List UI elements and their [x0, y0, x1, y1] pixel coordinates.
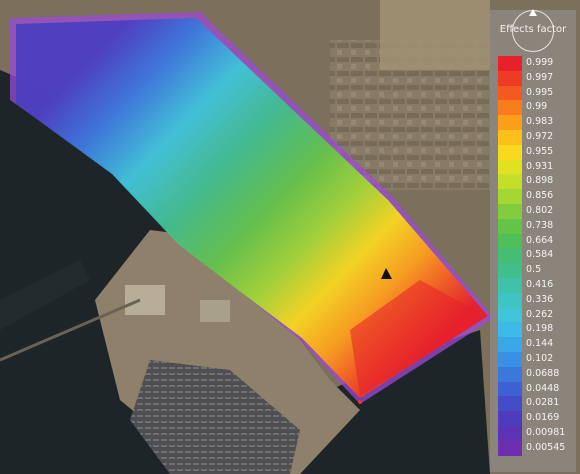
- legend-entry: 0.802: [498, 203, 574, 219]
- legend-label: 0.995: [526, 86, 554, 98]
- legend-panel: Effects factor 0.999 0.997 0.995 0.99 0.983 0…: [490, 9, 576, 472]
- emission-point[interactable]: [358, 400, 362, 404]
- pier: [0, 298, 141, 362]
- legend-entry: 0.336: [498, 292, 574, 308]
- water-channel: [0, 260, 90, 330]
- legend-label: 0.856: [526, 190, 554, 202]
- legend-entry: 0.416: [498, 277, 574, 293]
- legend-entry: 0.102: [498, 351, 574, 367]
- legend-entry: 0.997: [498, 70, 574, 86]
- industrial-block-2: [200, 300, 230, 322]
- legend-swatch: [498, 440, 522, 456]
- legend-swatch: [498, 56, 522, 71]
- legend-swatch: [498, 129, 522, 145]
- legend-swatch: [498, 70, 522, 86]
- legend-label: 0.5: [526, 264, 542, 276]
- legend-swatch: [498, 351, 522, 367]
- legend-swatch: [498, 381, 522, 397]
- legend-swatch: [498, 366, 522, 382]
- legend-swatch: [498, 174, 522, 190]
- source-triangle-icon[interactable]: [381, 268, 392, 279]
- legend-label: 0.955: [526, 145, 554, 157]
- legend-entry: 0.931: [498, 159, 574, 175]
- legend-swatch: [498, 411, 522, 426]
- legend-label: 0.00545: [526, 441, 566, 453]
- legend-entry: 0.999: [498, 56, 574, 71]
- legend-entry: 0.898: [498, 174, 574, 190]
- legend-swatch: [498, 322, 522, 338]
- legend-entry: 0.856: [498, 189, 574, 204]
- legend-entry: 0.983: [498, 115, 574, 130]
- legend-swatch: [498, 159, 522, 175]
- legend-label: 0.931: [526, 160, 554, 172]
- legend-entry: 0.664: [498, 233, 574, 249]
- legend-label: 0.584: [526, 249, 554, 261]
- legend-list: 0.999 0.997 0.995 0.99 0.983 0.972 0.955 0.931 0…: [498, 56, 574, 456]
- legend-label: 0.336: [526, 293, 554, 305]
- legend-swatch: [498, 248, 522, 264]
- desert-terrain: [380, 0, 490, 70]
- legend-entry: 0.00981: [498, 425, 574, 441]
- industrial-block: [125, 285, 165, 315]
- legend-swatch: [498, 337, 522, 352]
- legend-swatch: [498, 189, 522, 204]
- legend-label: 0.999: [526, 57, 554, 68]
- legend-label: 0.0169: [526, 412, 560, 424]
- legend-entry: 0.584: [498, 248, 574, 264]
- north-arrow-icon: [512, 9, 554, 52]
- container-yard: [130, 360, 300, 474]
- legend-swatch: [498, 277, 522, 293]
- legend-label: 0.102: [526, 352, 554, 364]
- legend-label: 0.416: [526, 278, 554, 290]
- legend-swatch: [498, 233, 522, 249]
- legend-label: 0.983: [526, 116, 554, 128]
- legend-label: 0.99: [526, 101, 548, 113]
- plume-core: [350, 280, 486, 396]
- legend-label: 0.738: [526, 219, 554, 231]
- legend-entry: 0.262: [498, 307, 574, 323]
- legend-label: 0.972: [526, 130, 554, 142]
- legend-entry: 0.0448: [498, 381, 574, 397]
- legend-swatch: [498, 263, 522, 278]
- legend-entry: 0.0169: [498, 411, 574, 426]
- legend-swatch: [498, 85, 522, 101]
- legend-entry: 0.99: [498, 100, 574, 116]
- legend-swatch: [498, 292, 522, 308]
- legend-label: 0.997: [526, 71, 554, 83]
- legend-label: 0.262: [526, 308, 554, 320]
- legend-label: 0.0448: [526, 382, 560, 394]
- legend-entry: 0.955: [498, 144, 574, 160]
- legend-swatch: [498, 203, 522, 219]
- dispersion-plume: [16, 18, 488, 398]
- legend-swatch: [498, 100, 522, 116]
- legend-swatch: [498, 307, 522, 323]
- legend-entry: 0.00545: [498, 440, 574, 456]
- legend-swatch: [498, 144, 522, 160]
- legend-swatch: [498, 115, 522, 130]
- legend-title: Effects factor: [499, 24, 567, 35]
- legend-entry: 0.5: [498, 263, 574, 278]
- legend-label: 0.802: [526, 204, 554, 216]
- north-arrow-tip: [529, 9, 537, 16]
- legend-entry: 0.144: [498, 337, 574, 352]
- legend-entry: 0.198: [498, 322, 574, 338]
- legend-swatch: [498, 425, 522, 441]
- legend-label: 0.664: [526, 234, 554, 246]
- legend-swatch: [498, 218, 522, 234]
- legend-entry: 0.972: [498, 129, 574, 145]
- legend-entry: 0.738: [498, 218, 574, 234]
- legend-entry: 0.995: [498, 85, 574, 101]
- legend-label: 0.198: [526, 323, 554, 335]
- legend-swatch: [498, 396, 522, 412]
- legend-label: 0.144: [526, 338, 554, 350]
- legend-label: 0.898: [526, 175, 554, 187]
- legend-entry: 0.0688: [498, 366, 574, 382]
- legend-entry: 0.0281: [498, 396, 574, 412]
- legend-label: 0.0688: [526, 367, 560, 379]
- legend-label: 0.0281: [526, 397, 560, 409]
- legend-label: 0.00981: [526, 426, 566, 438]
